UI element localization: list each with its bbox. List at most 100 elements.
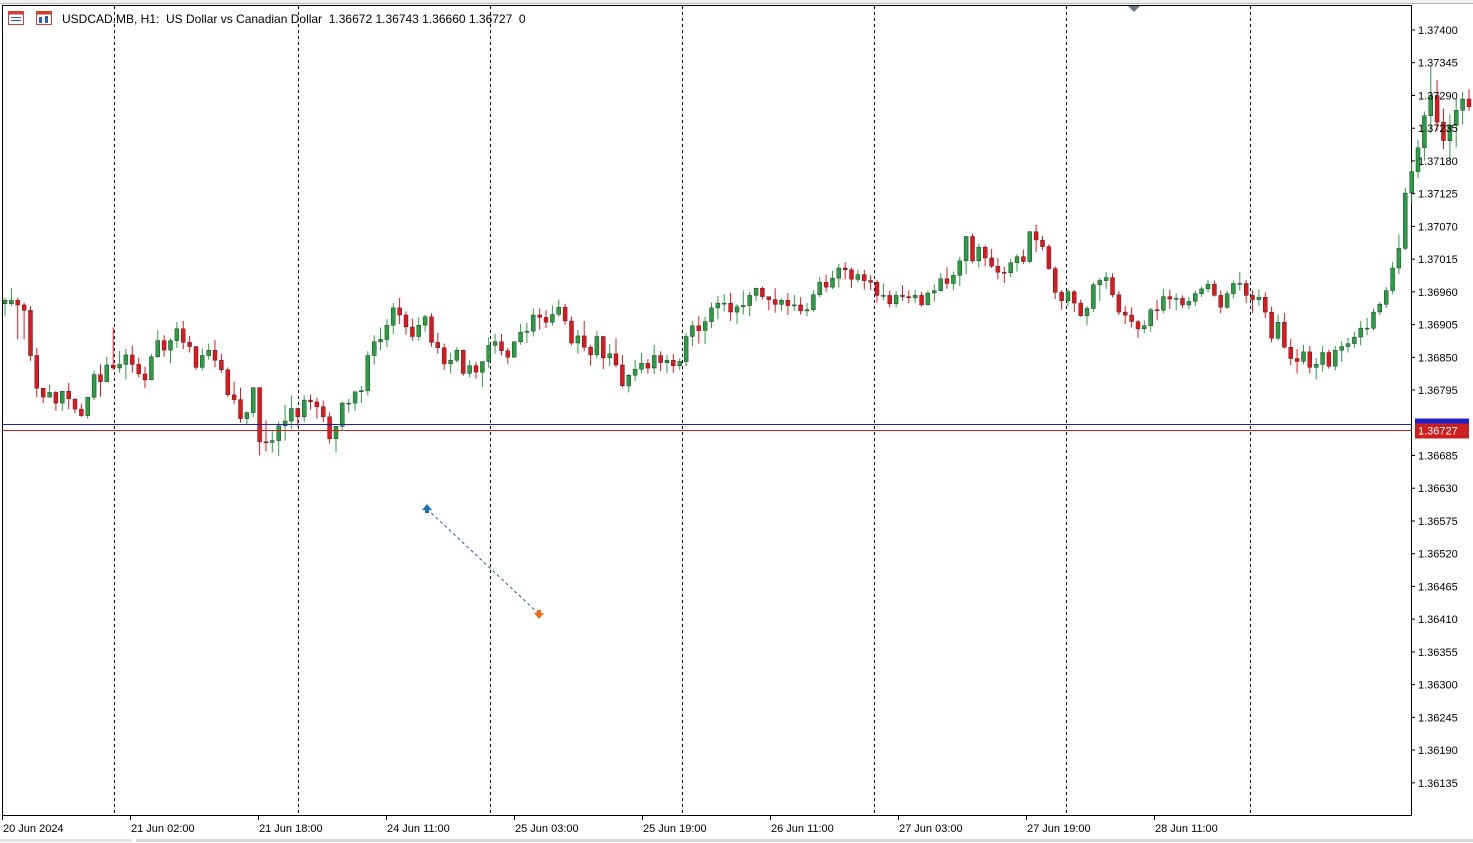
candle: [734, 304, 740, 324]
candle-body: [110, 364, 116, 369]
candle-body: [823, 282, 829, 288]
candle-body: [1059, 292, 1064, 301]
candle: [773, 288, 778, 313]
candle-body: [741, 305, 746, 307]
candle: [416, 317, 421, 341]
candle-body: [206, 350, 211, 356]
price-label: 1.36355: [1418, 647, 1458, 659]
candle: [91, 370, 97, 401]
buy-arrow-icon[interactable]: [422, 504, 432, 513]
candle: [15, 297, 20, 340]
candle: [1326, 349, 1332, 369]
candle: [1453, 98, 1459, 148]
price-label: 1.37290: [1418, 91, 1458, 103]
candle-body: [263, 441, 269, 443]
candle: [2, 297, 8, 316]
candle-body: [1078, 302, 1083, 316]
candle-body: [613, 353, 619, 366]
candle-body: [849, 269, 854, 280]
candle: [225, 367, 231, 398]
candle: [1052, 266, 1058, 299]
candle-body: [1383, 290, 1389, 305]
candle-body: [734, 306, 740, 313]
candle-body: [442, 347, 447, 365]
sell-arrow-icon[interactable]: [534, 610, 544, 619]
candle-body: [212, 350, 218, 361]
candle-body: [702, 321, 708, 331]
candle-body: [1434, 95, 1440, 123]
candle: [1167, 289, 1173, 310]
candle: [817, 277, 822, 298]
candle-body: [906, 296, 911, 299]
candle-body: [486, 345, 491, 362]
candle-body: [257, 387, 262, 443]
candle-body: [938, 278, 943, 291]
candle: [231, 381, 237, 404]
candle: [798, 297, 803, 315]
candle-body: [1231, 283, 1236, 294]
chart-list-icon[interactable]: [8, 11, 24, 25]
candle: [862, 269, 867, 290]
candle-body: [1269, 311, 1274, 339]
candle: [174, 322, 180, 348]
candle: [1422, 111, 1427, 161]
candle-body: [728, 302, 733, 313]
candle-body: [15, 300, 20, 306]
candle-body: [594, 336, 600, 356]
price-label: 1.36575: [1418, 516, 1458, 528]
candle: [391, 303, 396, 335]
window-top-edge: [0, 0, 1473, 4]
candle: [906, 290, 911, 304]
candle: [435, 332, 440, 354]
candle-body: [1033, 231, 1039, 241]
candle: [1180, 295, 1185, 308]
candle-body: [1065, 291, 1071, 301]
chart-window-icon[interactable]: [36, 11, 52, 25]
candle: [130, 345, 135, 373]
candle: [1231, 280, 1236, 299]
candle-body: [913, 295, 918, 298]
candle: [766, 296, 771, 311]
time-label: 24 Jun 11:00: [387, 823, 450, 835]
candle: [346, 399, 351, 413]
candle-body: [60, 391, 65, 404]
candle: [397, 297, 402, 324]
candle: [887, 290, 892, 308]
candle: [792, 294, 797, 311]
candle: [410, 318, 415, 341]
candle: [1301, 344, 1306, 365]
candle-body: [963, 236, 969, 262]
candle: [702, 316, 708, 345]
candle: [403, 311, 409, 335]
candle: [1142, 320, 1147, 333]
price-label: 1.37015: [1418, 254, 1458, 266]
candle: [1352, 331, 1357, 348]
price-label: 1.37070: [1418, 221, 1458, 233]
candle: [263, 420, 269, 452]
candle-body: [1339, 346, 1344, 351]
candle: [1103, 272, 1109, 289]
candle-body: [760, 288, 765, 297]
candle: [282, 404, 288, 441]
chart-shift-marker[interactable]: [1128, 6, 1140, 12]
candle-body: [1167, 296, 1173, 300]
time-label: 25 Jun 19:00: [643, 823, 707, 835]
candle-body: [1237, 283, 1243, 285]
candle-body: [715, 302, 721, 309]
candle: [868, 275, 873, 291]
candle: [302, 395, 307, 423]
candle-body: [174, 328, 180, 341]
candle-body: [518, 332, 523, 342]
candle-body: [79, 408, 84, 416]
candle: [1212, 280, 1217, 297]
candle: [524, 322, 530, 343]
candle: [442, 343, 447, 370]
candle-body: [72, 398, 78, 410]
candle: [543, 310, 549, 329]
candle: [1205, 279, 1211, 293]
candle: [658, 351, 663, 371]
price-label: 1.37125: [1418, 189, 1458, 201]
candle-body: [893, 295, 899, 304]
candle-body: [1422, 115, 1427, 148]
